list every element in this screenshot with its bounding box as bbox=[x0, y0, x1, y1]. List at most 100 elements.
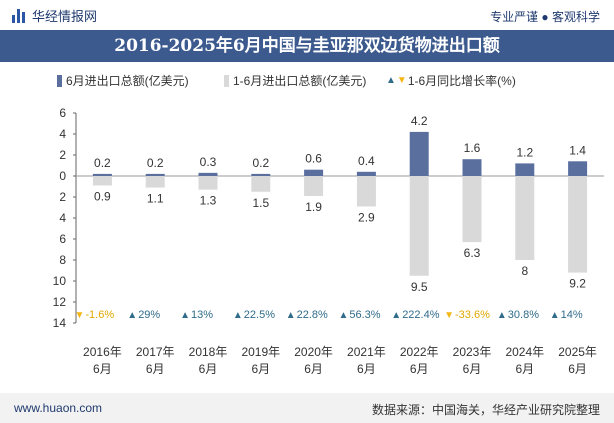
growth-marker-up: ▲ bbox=[127, 310, 137, 321]
top-bar: 华经情报网 专业严谨 ● 客观科学 bbox=[0, 0, 614, 30]
x-tick-label-line2: 6月 bbox=[568, 362, 587, 376]
bar-june bbox=[304, 169, 324, 176]
y-tick-label: 0 bbox=[59, 169, 66, 183]
growth-marker-up: ▲ bbox=[338, 310, 348, 321]
growth-marker-down: ▼ bbox=[74, 310, 84, 321]
triangle-up-icon: ▲ bbox=[386, 75, 396, 86]
y-tick-label: 6 bbox=[59, 106, 66, 120]
growth-label: 29% bbox=[138, 309, 160, 321]
growth-marker-up: ▲ bbox=[497, 310, 507, 321]
bar-june bbox=[409, 131, 429, 176]
legend-label-growth: 1-6月同比增长率(%) bbox=[407, 74, 516, 88]
legend-item-h1: 1-6月进出口总额(亿美元) bbox=[224, 72, 366, 89]
slogan: 专业严谨 ● 客观科学 bbox=[490, 10, 600, 24]
data-label-h1: 1.3 bbox=[200, 194, 217, 208]
x-tick-label: 2019年 bbox=[241, 345, 280, 359]
growth-label: 14% bbox=[561, 309, 583, 321]
y-tick-label: 12 bbox=[53, 295, 67, 309]
y-tick-label: 4 bbox=[59, 127, 66, 141]
y-tick-label: 8 bbox=[59, 253, 66, 267]
x-tick-label-line2: 6月 bbox=[515, 362, 534, 376]
bar-june bbox=[568, 161, 588, 176]
bar-h1 bbox=[92, 176, 112, 186]
bar-h1 bbox=[356, 176, 376, 207]
x-tick-label-line2: 6月 bbox=[146, 362, 165, 376]
x-tick-label-line2: 6月 bbox=[251, 362, 270, 376]
data-label-h1: 1.1 bbox=[147, 192, 164, 206]
x-tick-label: 2022年 bbox=[400, 345, 439, 359]
x-tick-label: 2018年 bbox=[189, 345, 228, 359]
data-label-h1: 0.9 bbox=[94, 189, 111, 203]
growth-marker-up: ▲ bbox=[233, 310, 243, 321]
brand: 华经情报网 bbox=[12, 6, 97, 25]
brand-name: 华经情报网 bbox=[32, 9, 98, 24]
chart-title: 2016-2025年6月中国与圭亚那双边货物进出口额 bbox=[0, 30, 614, 62]
triangle-down-icon: ▼ bbox=[396, 75, 407, 86]
x-tick-label: 2025年 bbox=[558, 345, 597, 359]
x-tick-label-line2: 6月 bbox=[93, 362, 112, 376]
data-label-h1: 8 bbox=[521, 264, 528, 278]
data-label-h1: 9.5 bbox=[411, 280, 428, 294]
data-label-june: 1.6 bbox=[464, 141, 481, 155]
growth-marker-up: ▲ bbox=[550, 310, 560, 321]
legend-item-june: 6月进出口总额(亿美元) bbox=[57, 72, 189, 89]
bar-june bbox=[145, 173, 165, 176]
data-label-june: 0.6 bbox=[305, 152, 322, 166]
y-tick-label: 2 bbox=[59, 148, 66, 162]
x-tick-label: 2021年 bbox=[347, 345, 386, 359]
bar-june bbox=[356, 171, 376, 176]
legend: 6月进出口总额(亿美元) 1-6月进出口总额(亿美元) ▲ ▼ 1-6月同比增长… bbox=[0, 70, 614, 90]
growth-label: 30.8% bbox=[508, 309, 539, 321]
bar-h1 bbox=[409, 176, 429, 276]
x-tick-label-line2: 6月 bbox=[199, 362, 218, 376]
data-label-h1: 1.5 bbox=[252, 196, 269, 210]
y-tick-label: 4 bbox=[59, 211, 66, 225]
bar-chart-icon bbox=[12, 8, 26, 23]
x-tick-label-line2: 6月 bbox=[410, 362, 429, 376]
growth-label: -1.6% bbox=[85, 309, 114, 321]
bar-h1 bbox=[251, 176, 271, 192]
x-tick-label: 2024年 bbox=[505, 345, 544, 359]
data-label-h1: 2.9 bbox=[358, 210, 375, 224]
bar-h1 bbox=[568, 176, 588, 273]
bar-june bbox=[251, 173, 271, 176]
bar-h1 bbox=[462, 176, 482, 243]
data-label-h1: 9.2 bbox=[569, 277, 586, 291]
growth-label: 222.4% bbox=[402, 309, 440, 321]
growth-label: 22.5% bbox=[244, 309, 275, 321]
x-tick-label-line2: 6月 bbox=[304, 362, 323, 376]
footer: www.huaon.com 数据来源：中国海关，华经产业研究院整理 bbox=[0, 393, 614, 423]
data-label-june: 1.2 bbox=[516, 145, 533, 159]
footer-url: www.huaon.com bbox=[14, 401, 103, 415]
bar-h1 bbox=[145, 176, 165, 188]
data-label-h1: 1.9 bbox=[305, 200, 322, 214]
growth-label: 22.8% bbox=[297, 309, 328, 321]
growth-label: 56.3% bbox=[349, 309, 380, 321]
bar-june bbox=[462, 159, 482, 176]
bar-h1 bbox=[515, 176, 535, 260]
legend-item-growth: ▲ ▼ 1-6月同比增长率(%) bbox=[386, 72, 516, 89]
bar-h1 bbox=[198, 176, 218, 190]
x-tick-label: 2016年 bbox=[83, 345, 122, 359]
legend-label-h1: 1-6月进出口总额(亿美元) bbox=[233, 74, 367, 88]
growth-marker-up: ▲ bbox=[180, 310, 190, 321]
growth-marker-down: ▼ bbox=[444, 310, 454, 321]
legend-swatch-june bbox=[57, 74, 62, 87]
x-tick-label: 2020年 bbox=[294, 345, 333, 359]
data-label-june: 4.2 bbox=[411, 114, 428, 128]
data-label-h1: 6.3 bbox=[464, 246, 481, 260]
growth-marker-up: ▲ bbox=[286, 310, 296, 321]
bar-h1 bbox=[304, 176, 324, 196]
x-tick-label: 2023年 bbox=[453, 345, 492, 359]
bar-june bbox=[515, 163, 535, 176]
legend-label-june: 6月进出口总额(亿美元) bbox=[66, 74, 189, 88]
data-label-june: 0.2 bbox=[252, 156, 269, 170]
data-label-june: 0.2 bbox=[147, 156, 164, 170]
x-tick-label-line2: 6月 bbox=[357, 362, 376, 376]
y-tick-label: 10 bbox=[53, 274, 67, 288]
x-tick-label-line2: 6月 bbox=[463, 362, 482, 376]
growth-label: -33.6% bbox=[455, 309, 490, 321]
growth-marker-up: ▲ bbox=[391, 310, 401, 321]
data-label-june: 0.2 bbox=[94, 156, 111, 170]
